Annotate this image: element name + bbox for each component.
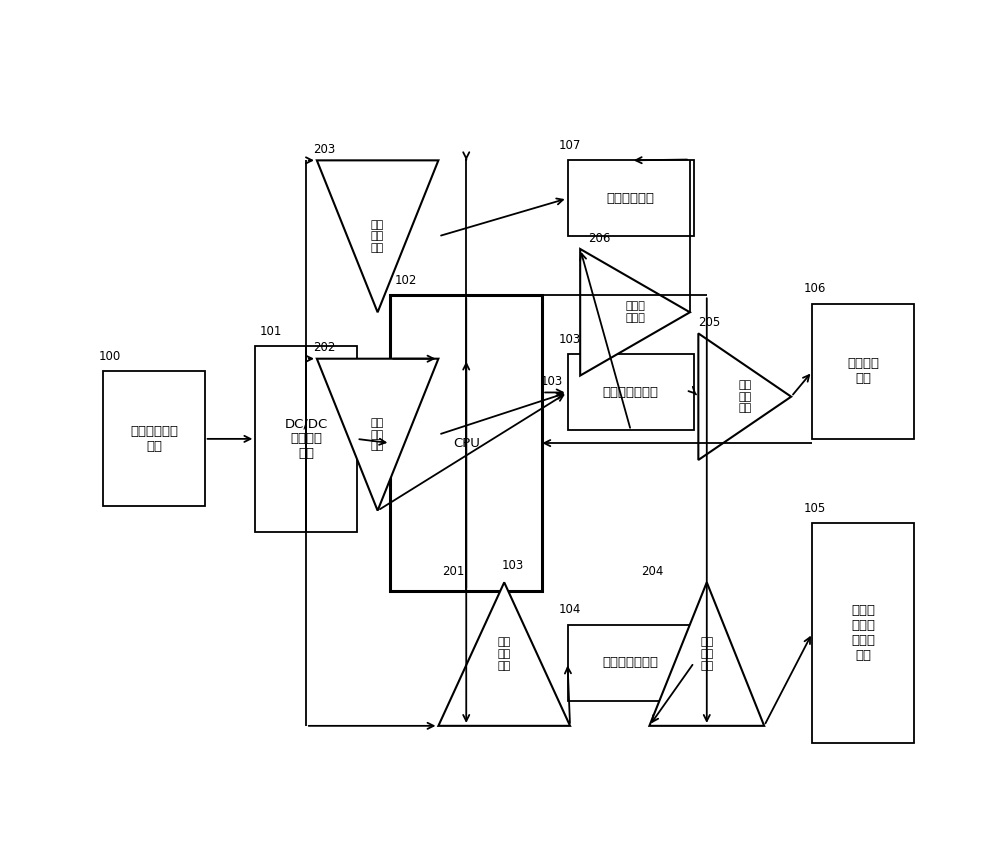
Text: 106: 106 bbox=[804, 283, 826, 295]
Text: 103: 103 bbox=[502, 560, 524, 572]
Text: 202: 202 bbox=[313, 342, 335, 354]
Text: 第四
控制
单元: 第四 控制 单元 bbox=[700, 637, 713, 671]
Text: 第二
控制
单元: 第二 控制 单元 bbox=[371, 418, 384, 452]
Text: 102: 102 bbox=[394, 274, 417, 287]
Text: 201: 201 bbox=[443, 565, 465, 578]
Bar bbox=[568, 160, 694, 236]
Polygon shape bbox=[649, 582, 764, 726]
Text: 206: 206 bbox=[589, 232, 611, 245]
Text: 101: 101 bbox=[259, 325, 282, 338]
Text: 故障指示
单元: 故障指示 单元 bbox=[847, 357, 879, 386]
Bar bbox=[255, 346, 357, 532]
Text: 100: 100 bbox=[99, 350, 121, 363]
Text: 107: 107 bbox=[559, 139, 581, 152]
Polygon shape bbox=[317, 160, 438, 312]
Bar bbox=[390, 295, 542, 591]
Bar bbox=[568, 354, 694, 430]
Polygon shape bbox=[698, 333, 791, 460]
Text: 第六控
制单元: 第六控 制单元 bbox=[625, 301, 645, 323]
Bar bbox=[568, 625, 694, 701]
Text: 操作用储能单元: 操作用储能单元 bbox=[603, 656, 659, 669]
Text: 103: 103 bbox=[541, 376, 563, 388]
Polygon shape bbox=[317, 359, 438, 511]
Text: 203: 203 bbox=[313, 143, 335, 156]
Polygon shape bbox=[580, 249, 690, 376]
Bar bbox=[103, 371, 205, 506]
Text: 第五
控制
单元: 第五 控制 单元 bbox=[738, 380, 751, 414]
Polygon shape bbox=[438, 582, 570, 726]
Text: 第一
控制
单元: 第一 控制 单元 bbox=[498, 637, 511, 671]
Text: 105: 105 bbox=[804, 502, 826, 515]
Text: 204: 204 bbox=[641, 565, 663, 578]
Bar bbox=[812, 304, 914, 439]
Text: 微能量源采集
单元: 微能量源采集 单元 bbox=[130, 425, 178, 453]
Text: 104: 104 bbox=[559, 603, 581, 616]
Text: CPU: CPU bbox=[453, 436, 480, 450]
Text: 第三
控制
单元: 第三 控制 单元 bbox=[371, 219, 384, 253]
Bar bbox=[812, 523, 914, 743]
Text: DC/DC
系统电源
单元: DC/DC 系统电源 单元 bbox=[284, 418, 328, 460]
Text: 103: 103 bbox=[559, 333, 581, 346]
Text: 205: 205 bbox=[698, 316, 721, 329]
Text: 系统用储能单元: 系统用储能单元 bbox=[603, 386, 659, 399]
Text: 无线通信单元: 无线通信单元 bbox=[607, 192, 655, 205]
Text: 配电开
关机构
分合闸
单元: 配电开 关机构 分合闸 单元 bbox=[851, 604, 875, 662]
